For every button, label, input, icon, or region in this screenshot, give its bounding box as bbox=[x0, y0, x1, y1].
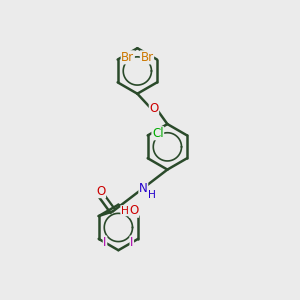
Text: H: H bbox=[121, 206, 129, 216]
Text: H: H bbox=[148, 190, 156, 200]
Text: Br: Br bbox=[121, 51, 134, 64]
Text: O: O bbox=[149, 102, 159, 116]
Text: I: I bbox=[130, 236, 134, 249]
Text: N: N bbox=[139, 182, 148, 195]
Text: I: I bbox=[103, 236, 107, 249]
Text: O: O bbox=[129, 204, 139, 217]
Text: O: O bbox=[96, 184, 106, 198]
Text: Br: Br bbox=[140, 51, 154, 64]
Text: Cl: Cl bbox=[152, 127, 164, 140]
